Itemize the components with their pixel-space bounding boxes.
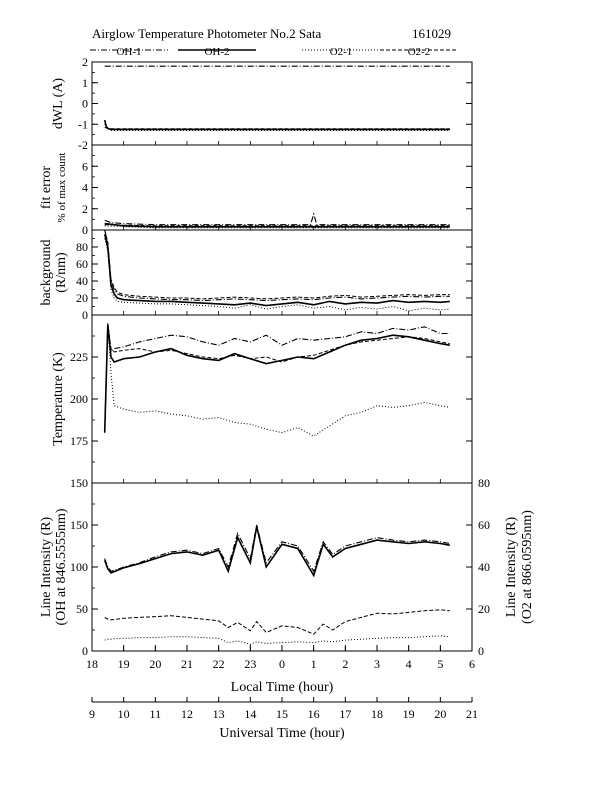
series-line-intensity-2 (104, 635, 450, 645)
xtick-label-local: 1 (311, 657, 317, 671)
ytick-label: 100 (70, 560, 88, 574)
series-line-bg-1 (103, 234, 450, 307)
ylabel-dwl: dWL (A) (51, 78, 66, 130)
xtick-label-local: 22 (213, 657, 225, 671)
panel-bg: 0 20 40 60 80 background (R/nm) (39, 229, 473, 322)
ytick-label: 175 (70, 434, 88, 448)
xtick-label-local: 0 (279, 657, 285, 671)
xtick-label-local: 2 (342, 657, 348, 671)
ytick-label: 2 (82, 55, 88, 69)
series-line-intensity-0 (104, 524, 450, 573)
xtick-label-ut: 9 (89, 707, 95, 721)
series-line-dwl-3 (104, 126, 450, 130)
xtick-label-ut: 10 (118, 707, 130, 721)
ytick-label: 0 (82, 223, 88, 237)
ytick-label: 60 (76, 257, 88, 271)
chart-date-code: 161029 (412, 26, 451, 41)
right-ytick-label: 40 (478, 560, 490, 574)
right-ylabel-2: (O2 at 866.0595nm) (520, 510, 535, 624)
ytick-label: 50 (76, 602, 88, 616)
ylabel2-intensity: (OH at 846.5555nm) (54, 508, 69, 625)
ytick-label: 150 (70, 518, 88, 532)
ytick-label: 20 (76, 291, 88, 305)
series-line-intensity-3 (104, 609, 450, 635)
series-line-temp-1 (103, 325, 450, 433)
ytick-label: 40 (76, 274, 88, 288)
legend: OH-1 OH-2 O2-1 O2-2 (90, 46, 458, 58)
ytick-label: 4 (82, 181, 88, 195)
series-line-bg-0 (104, 230, 450, 302)
xtick-label-ut: 18 (371, 707, 383, 721)
series-line-temp-2 (104, 323, 450, 437)
series-line-intensity-1 (103, 526, 450, 578)
panel-temp: 150 175 200 225 Temperature (K) (51, 314, 473, 490)
right-ytick-label: 20 (478, 602, 490, 616)
legend-label-2: O2-1 (330, 46, 353, 58)
series-line-bg-3 (104, 230, 450, 300)
ytick-label: 0 (82, 644, 88, 658)
series-line-dwl-1 (103, 119, 450, 131)
ylabel-fit: fit error (39, 166, 54, 209)
legend-label-3: O2-2 (408, 46, 431, 58)
series-line-fit-0 (104, 212, 450, 226)
ylabel2-fit: % of max count (56, 153, 68, 223)
xtick-label-local: 18 (86, 657, 98, 671)
ytick-label: 0 (82, 97, 88, 111)
ytick-label: 2 (82, 202, 88, 216)
series-line-fit-3 (104, 224, 450, 227)
ytick-label: -1 (78, 117, 88, 131)
xlabel-local: Local Time (hour) (231, 680, 334, 695)
ytick-label: 225 (70, 350, 88, 364)
ytick-label: 6 (82, 159, 88, 173)
legend-label-0: OH-1 (116, 46, 141, 58)
xtick-label-ut: 14 (244, 707, 256, 721)
ylabel-bg: background (39, 239, 54, 305)
ylabel2-bg: (R/nm) (54, 252, 69, 293)
panel-frame-dwl (91, 61, 473, 146)
xtick-label-ut: 13 (213, 707, 225, 721)
xtick-label-local: 21 (181, 657, 193, 671)
chart-title: Airglow Temperature Photometer No.2 Sata (92, 26, 322, 41)
series-line-bg-2 (104, 238, 450, 312)
right-ytick-label: 0 (478, 644, 484, 658)
xtick-label-ut: 16 (308, 707, 320, 721)
xtick-label-ut: 21 (466, 707, 478, 721)
xtick-label-ut: 19 (403, 707, 415, 721)
ytick-label: 0 (82, 308, 88, 322)
panel-dwl: -2 -1 0 1 2 dWL (A) (51, 55, 473, 152)
xtick-label-local: 6 (469, 657, 475, 671)
xtick-label-local: 5 (437, 657, 443, 671)
right-ylabel: Line Intensity (R) (504, 517, 519, 618)
series-line-temp-0 (104, 323, 450, 433)
series-line-temp-3 (104, 323, 450, 433)
ytick-label: -2 (78, 138, 88, 152)
ytick-label: 1 (82, 76, 88, 90)
legend-label-1: OH-2 (204, 46, 229, 58)
xtick-label-local: 3 (374, 657, 380, 671)
ytick-label: 80 (76, 240, 88, 254)
right-ytick-label: 60 (478, 518, 490, 532)
panel-fit: 0 2 4 6 fit error% of max count (39, 144, 473, 237)
ytick-label: 150 (70, 476, 88, 490)
panels: -2 -1 0 1 2 dWL (A) 0 2 4 6 fit error% of max coun… (39, 55, 535, 658)
xtick-label-ut: 11 (150, 707, 162, 721)
ylabel-temp: Temperature (K) (51, 352, 66, 446)
xtick-label-local: 23 (244, 657, 256, 671)
xlabel-ut: Universal Time (hour) (219, 726, 345, 741)
right-ytick-label: 80 (478, 476, 490, 490)
xtick-label-ut: 15 (276, 707, 288, 721)
xtick-label-ut: 20 (434, 707, 446, 721)
panel-frame-fit (91, 144, 473, 231)
ytick-label: 200 (70, 392, 88, 406)
xtick-label-ut: 12 (181, 707, 193, 721)
xtick-label-local: 4 (406, 657, 412, 671)
ylabel-intensity: Line Intensity (R) (39, 517, 54, 618)
xtick-label-local: 20 (149, 657, 161, 671)
xtick-label-ut: 17 (339, 707, 351, 721)
xtick-label-local: 19 (118, 657, 130, 671)
